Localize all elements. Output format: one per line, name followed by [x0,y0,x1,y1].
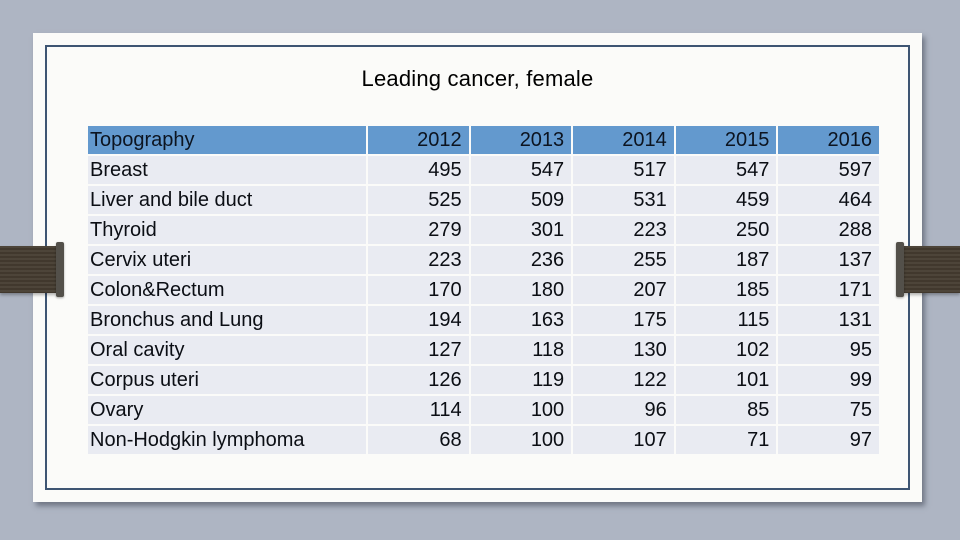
cell-value: 131 [778,306,881,336]
cell-value: 597 [778,156,881,186]
table-row: Liver and bile duct 525 509 531 459 464 [88,186,881,216]
cell-value: 97 [778,426,881,456]
cell-value: 115 [675,306,779,336]
table-row: Colon&Rectum 170 180 207 185 171 [88,276,881,306]
cell-value: 517 [573,156,676,186]
cell-value: 464 [778,186,881,216]
cell-value: 531 [573,186,676,216]
cell-value: 525 [368,186,471,216]
leading-cancer-table: Topography 2012 2013 2014 2015 2016 Breast 495… [88,126,881,456]
table-row: Non-Hodgkin lymphoma 68 100 107 71 97 [88,426,881,456]
cell-value: 102 [675,336,779,366]
cell-value: 163 [470,306,574,336]
cell-value: 95 [778,336,881,366]
table-row: Breast 495 547 517 547 597 [88,156,881,186]
table-row: Corpus uteri 126 119 122 101 99 [88,366,881,396]
table-row: Thyroid 279 301 223 250 288 [88,216,881,246]
cell-value: 459 [675,186,779,216]
table-row: Bronchus and Lung 194 163 175 115 131 [88,306,881,336]
row-label: Non-Hodgkin lymphoma [88,426,368,456]
cell-value: 99 [778,366,881,396]
table-row: Ovary 114 100 96 85 75 [88,396,881,426]
cell-value: 255 [573,246,676,276]
cell-value: 194 [368,306,471,336]
slide-title: Leading cancer, female [361,66,594,91]
table-row: Cervix uteri 223 236 255 187 137 [88,246,881,276]
cell-value: 223 [368,246,471,276]
cell-value: 130 [573,336,676,366]
cell-value: 547 [470,156,574,186]
cell-value: 101 [675,366,779,396]
cell-value: 100 [470,396,574,426]
column-header-year: 2012 [368,126,471,156]
column-header-year: 2013 [470,126,574,156]
cell-value: 180 [470,276,574,306]
cell-value: 126 [368,366,471,396]
column-header-year: 2014 [573,126,676,156]
cell-value: 68 [368,426,471,456]
right-binder-bar [903,246,960,293]
cell-value: 137 [778,246,881,276]
cell-value: 114 [368,396,471,426]
row-label: Liver and bile duct [88,186,368,216]
cell-value: 187 [675,246,779,276]
cell-value: 170 [368,276,471,306]
cell-value: 75 [778,396,881,426]
cell-value: 207 [573,276,676,306]
column-header-year: 2016 [778,126,881,156]
row-label: Thyroid [88,216,368,246]
cell-value: 250 [675,216,779,246]
cell-value: 547 [675,156,779,186]
cell-value: 495 [368,156,471,186]
cell-value: 288 [778,216,881,246]
cell-value: 223 [573,216,676,246]
cell-value: 122 [573,366,676,396]
cell-value: 100 [470,426,574,456]
cell-value: 119 [470,366,574,396]
left-binder-bar [0,246,57,293]
table-header-row: Topography 2012 2013 2014 2015 2016 [88,126,881,156]
cell-value: 175 [573,306,676,336]
cell-value: 71 [675,426,779,456]
table-body: Breast 495 547 517 547 597 Liver and bile duct… [88,156,881,456]
cell-value: 509 [470,186,574,216]
right-binder-bar-cap [896,242,904,297]
cell-value: 185 [675,276,779,306]
row-label: Cervix uteri [88,246,368,276]
row-label: Corpus uteri [88,366,368,396]
column-header-topography: Topography [88,126,368,156]
cell-value: 107 [573,426,676,456]
row-label: Breast [88,156,368,186]
slide: Leading cancer, female Topography 2012 201… [33,33,922,502]
table-row: Oral cavity 127 118 130 102 95 [88,336,881,366]
row-label: Bronchus and Lung [88,306,368,336]
left-binder-bar-cap [56,242,64,297]
column-header-year: 2015 [675,126,779,156]
cell-value: 171 [778,276,881,306]
row-label: Ovary [88,396,368,426]
row-label: Colon&Rectum [88,276,368,306]
cell-value: 301 [470,216,574,246]
cell-value: 85 [675,396,779,426]
cell-value: 279 [368,216,471,246]
cell-value: 127 [368,336,471,366]
cell-value: 236 [470,246,574,276]
cell-value: 96 [573,396,676,426]
cell-value: 118 [470,336,574,366]
row-label: Oral cavity [88,336,368,366]
